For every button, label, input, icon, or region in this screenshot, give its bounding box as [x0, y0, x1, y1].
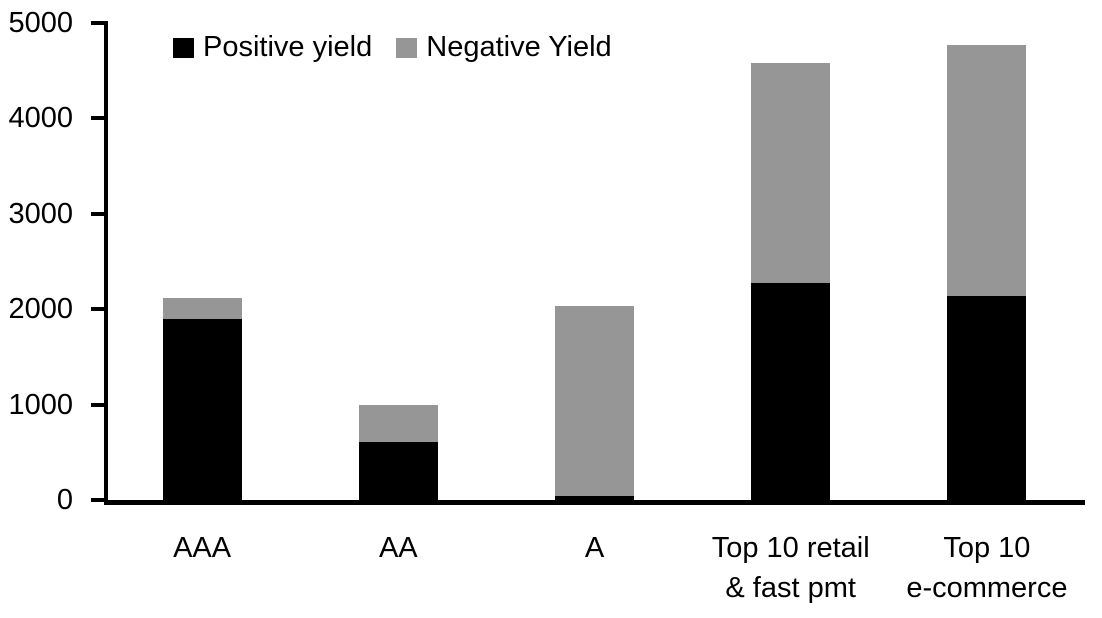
y-axis-tick — [91, 307, 104, 312]
y-axis-tick — [91, 211, 104, 216]
y-axis-tick-label: 5000 — [8, 7, 73, 39]
y-axis-tick — [91, 402, 104, 407]
x-axis-category-label: Top 10 e-commerce — [906, 532, 1068, 604]
bar-segment-positive-yield — [947, 295, 1027, 500]
legend-label-positive-yield: Positive yield — [203, 31, 373, 63]
x-axis-category-label: AA — [378, 532, 418, 564]
bar-segment-positive-yield — [751, 283, 831, 500]
bar-segment-negative-yield — [162, 297, 242, 319]
bar-segment-negative-yield — [751, 63, 831, 284]
bar-segment-negative-yield — [555, 306, 634, 497]
y-axis-tick — [91, 116, 104, 121]
bar-segment-negative-yield — [358, 404, 438, 442]
y-axis-tick-label: 4000 — [8, 102, 73, 135]
y-axis-tick — [91, 498, 104, 502]
y-axis-tick — [91, 21, 104, 25]
x-axis-category-label: Top 10 retail & fast pmt — [711, 532, 870, 604]
legend-swatch-negative-yield — [396, 37, 418, 58]
bar-segment-positive-yield — [162, 318, 242, 500]
bar-segment-positive-yield — [358, 441, 438, 500]
y-axis-tick-label: 0 — [56, 484, 73, 516]
y-axis-tick-label: 2000 — [8, 293, 73, 326]
y-axis-tick-label: 3000 — [8, 197, 73, 230]
legend: Positive yield Negative Yield — [173, 33, 612, 62]
bar-segment-negative-yield — [947, 44, 1027, 296]
x-axis-line — [104, 500, 1085, 505]
legend-label-negative-yield: Negative Yield — [426, 31, 612, 63]
legend-swatch-positive-yield — [173, 37, 194, 58]
x-axis-category-label: A — [584, 532, 605, 564]
x-axis-category-label: AAA — [173, 532, 232, 564]
y-axis-line — [104, 21, 108, 505]
y-axis-tick-label: 1000 — [8, 388, 73, 421]
bar-segment-positive-yield — [555, 496, 634, 500]
